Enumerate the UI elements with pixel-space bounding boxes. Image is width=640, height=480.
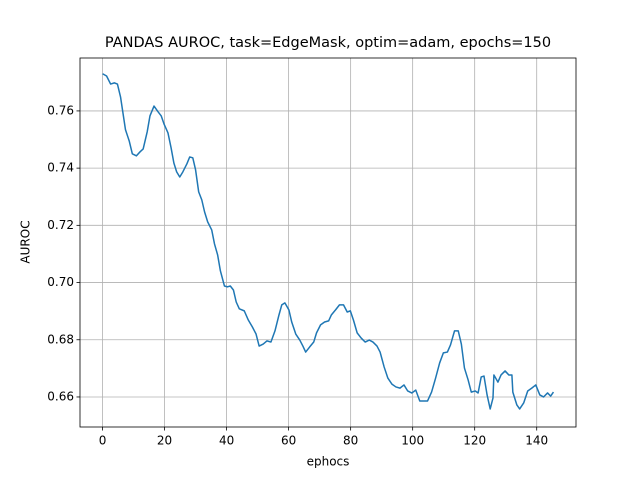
x-tick-label: 100: [401, 434, 424, 448]
y-tick-label: 0.74: [47, 161, 74, 175]
x-tick-label: 0: [99, 434, 107, 448]
x-axis-label: ephocs: [307, 455, 350, 469]
y-tick-label: 0.72: [47, 218, 74, 232]
x-tick-label: 20: [157, 434, 172, 448]
y-tick-label: 0.70: [47, 275, 74, 289]
x-tick-label: 40: [219, 434, 234, 448]
x-tick-label: 80: [343, 434, 358, 448]
y-tick-label: 0.68: [47, 332, 74, 346]
x-tick-label: 60: [281, 434, 296, 448]
x-tick-label: 140: [525, 434, 548, 448]
y-axis-label: AUROC: [19, 220, 33, 263]
plot-area: 0 20 40 60 80 100 120 140 0.66 0.68 0.70 0.72 0.74 0.…: [47, 58, 576, 448]
y-tick-label: 0.66: [47, 389, 74, 403]
y-tick-label: 0.76: [47, 103, 74, 117]
x-tick-label: 120: [463, 434, 486, 448]
axes-frame: [79, 57, 577, 428]
data-line: [102, 73, 555, 410]
chart-title: PANDAS AUROC, task=EdgeMask, optim=adam,…: [105, 35, 551, 51]
